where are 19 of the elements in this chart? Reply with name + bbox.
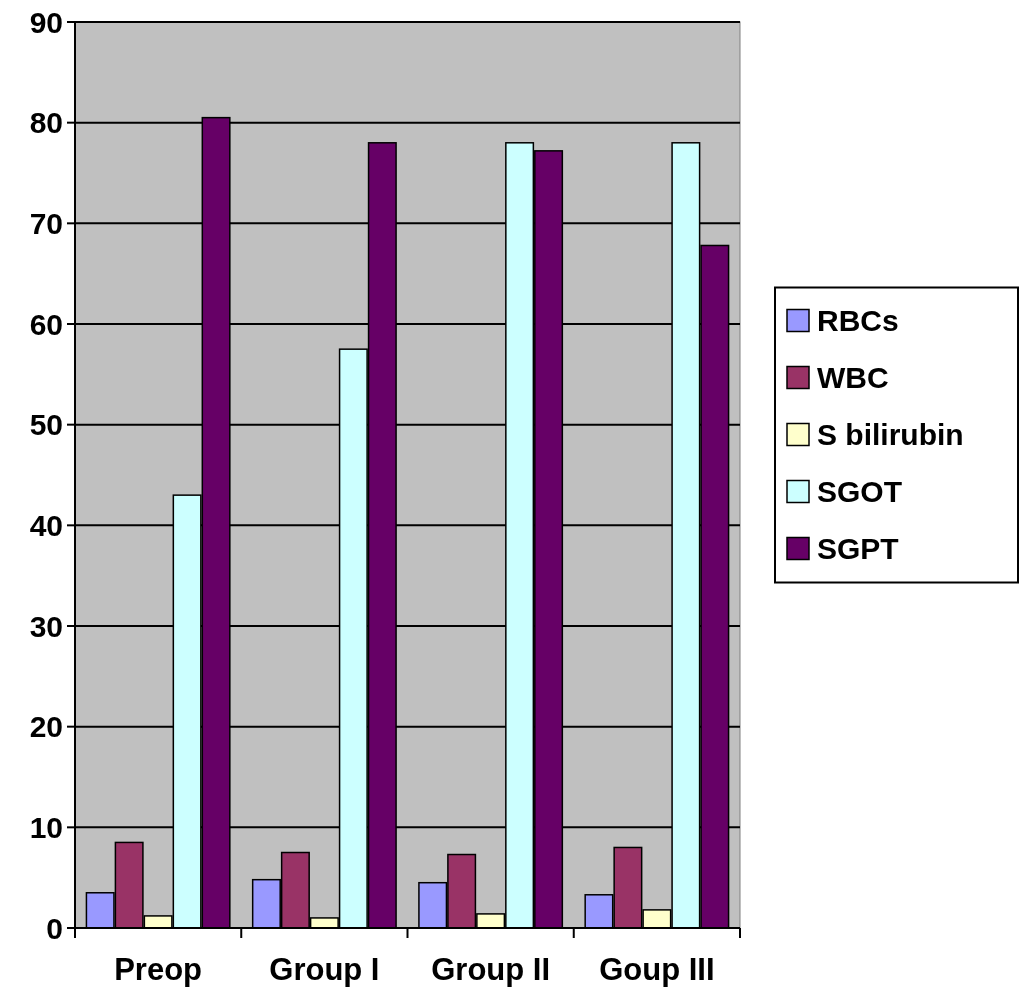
legend-label: SGPT (817, 532, 899, 565)
y-tick-label: 30 (29, 609, 63, 643)
legend-label: RBCs (817, 304, 899, 337)
y-tick-label: 90 (29, 5, 63, 39)
x-tick-label: Group II (431, 952, 551, 987)
x-tick-label: Group I (269, 952, 380, 987)
y-tick-label: 40 (29, 508, 63, 542)
legend-label: S bilirubin (817, 418, 964, 451)
legend-label: SGOT (817, 475, 903, 508)
x-tick-label: Goup III (599, 952, 715, 987)
y-tick-label: 70 (29, 206, 63, 240)
y-tick-label: 0 (46, 911, 63, 945)
y-tick-label: 60 (29, 307, 63, 341)
x-tick-label: Preop (114, 952, 203, 987)
y-tick-label: 50 (29, 408, 63, 442)
y-tick-label: 10 (29, 810, 63, 844)
y-tick-label: 20 (29, 710, 63, 744)
legend-label: WBC (817, 361, 889, 394)
y-tick-label: 80 (29, 106, 63, 140)
